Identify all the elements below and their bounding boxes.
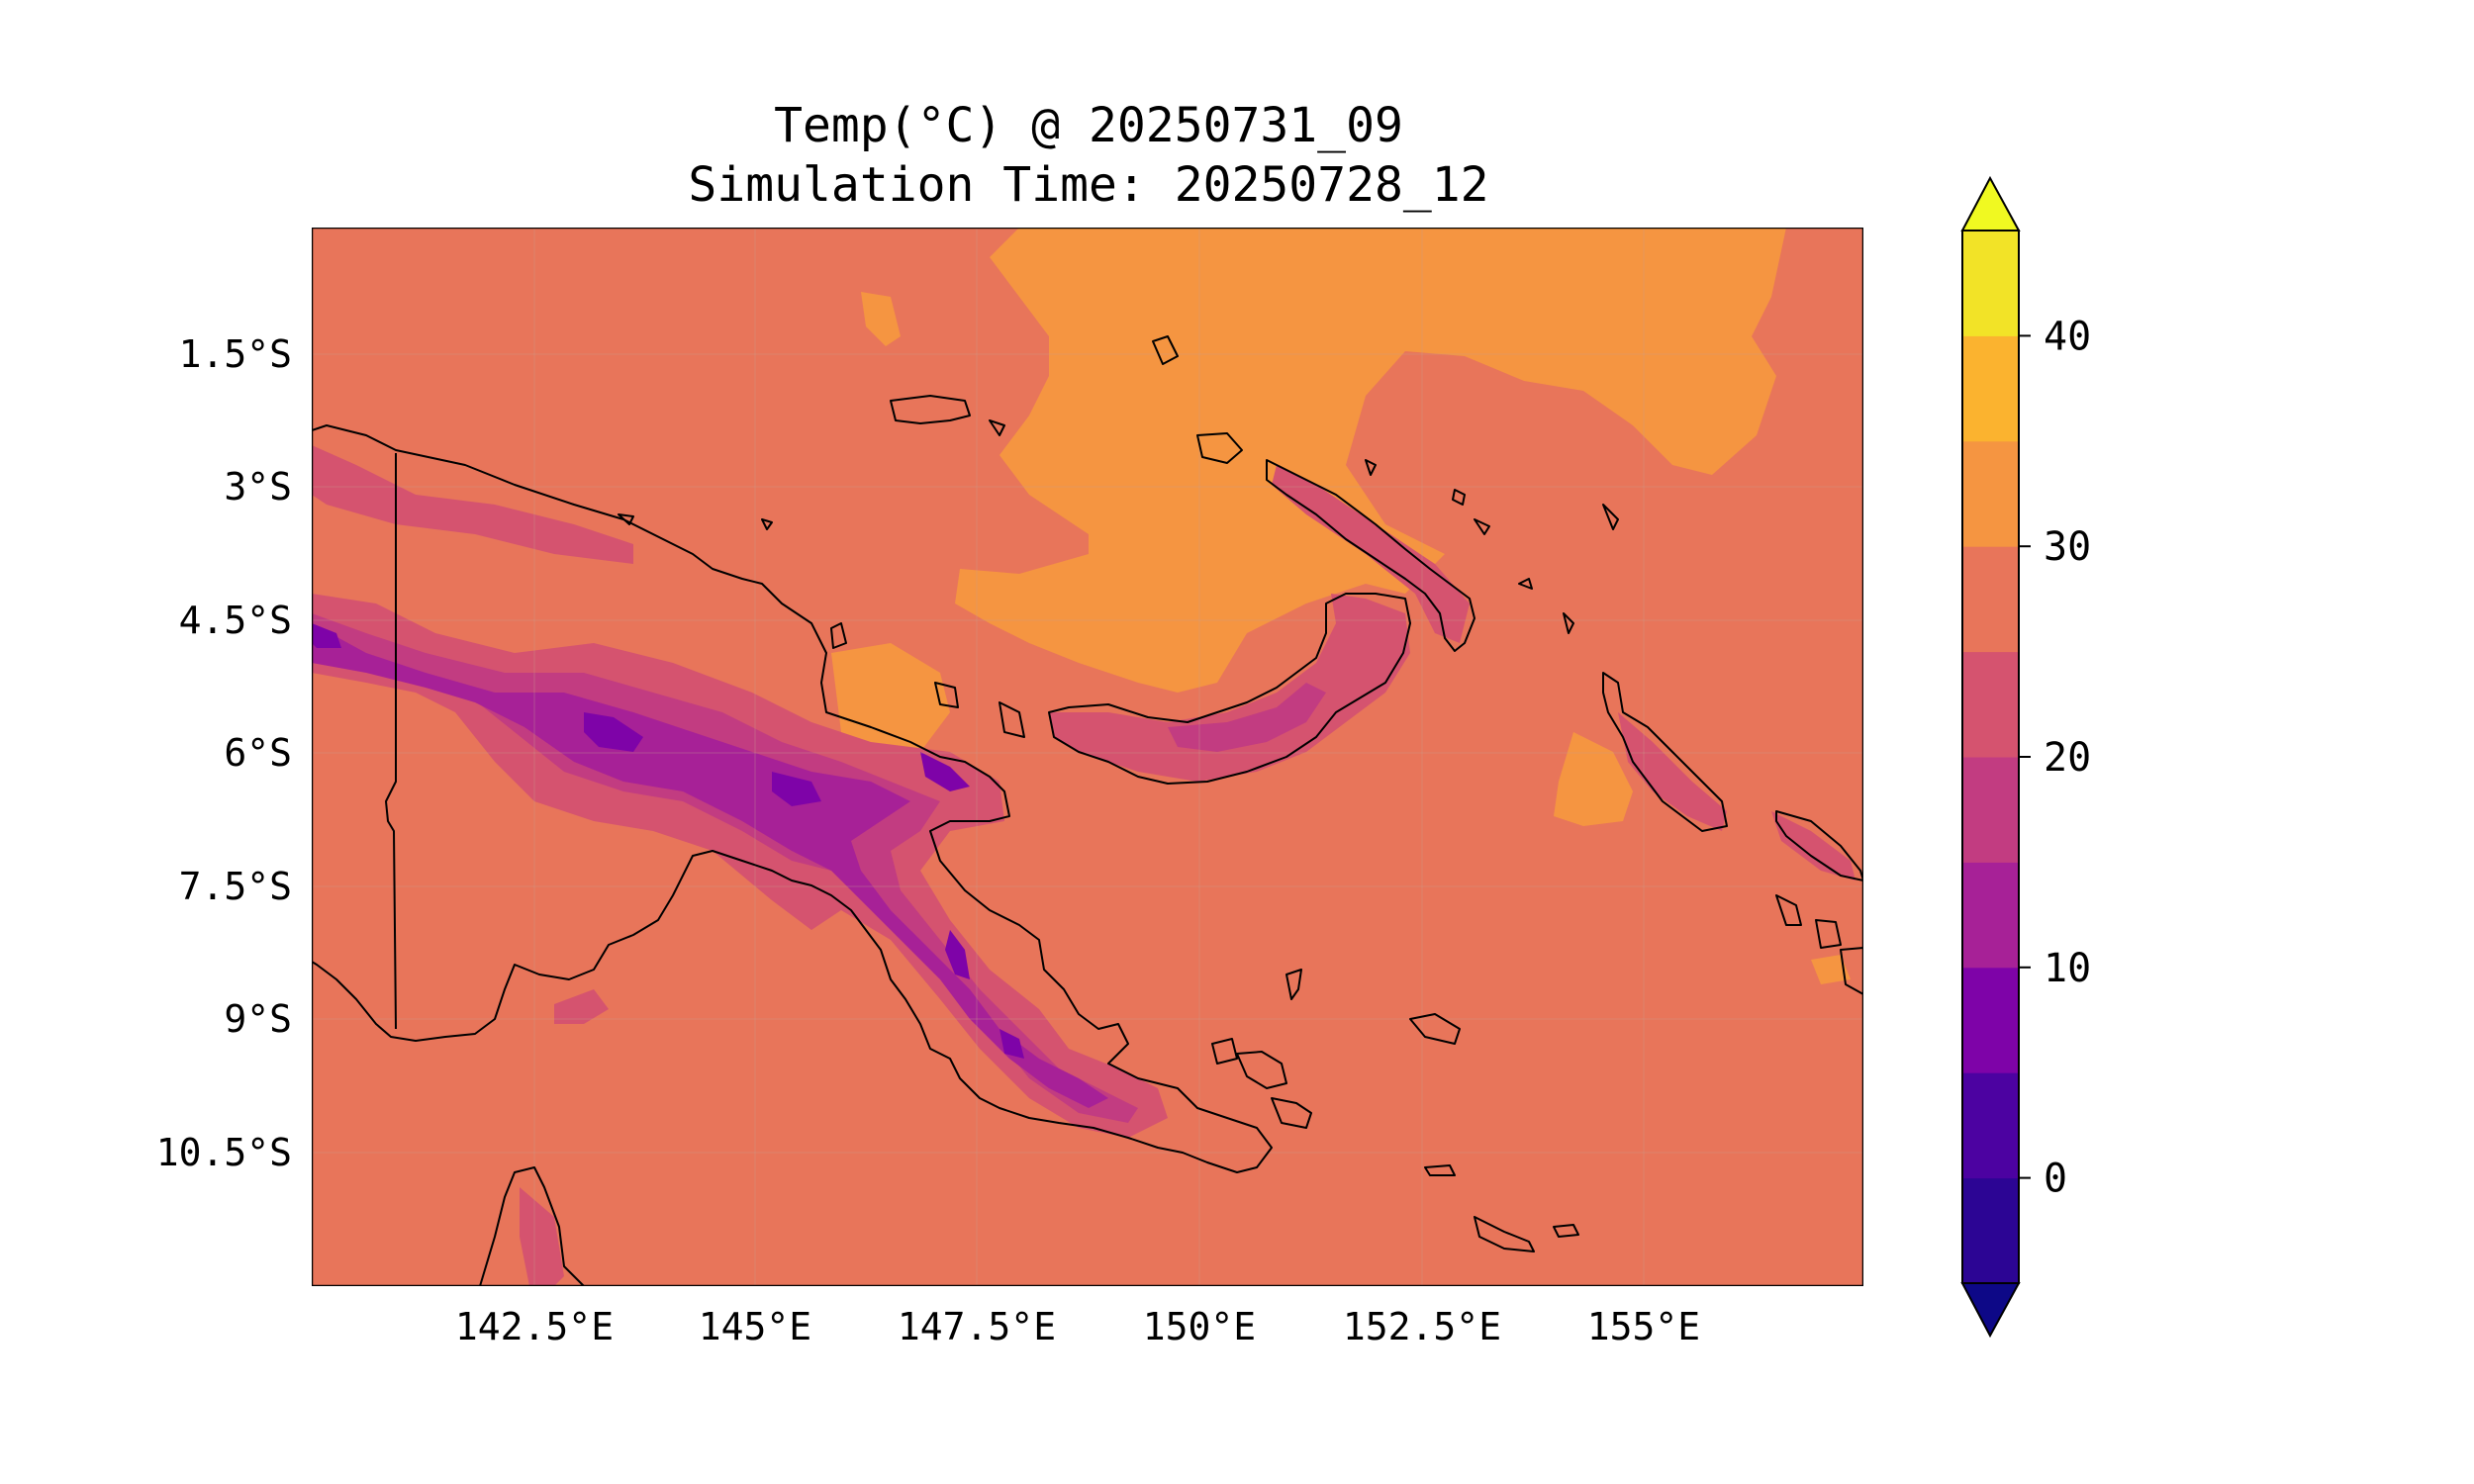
colorbar-level	[1962, 231, 2019, 336]
new-guinea-coastline	[312, 424, 1273, 1173]
highland-core-5-10-f	[999, 1029, 1024, 1059]
y-tick-label: 4.5°S	[179, 599, 292, 642]
y-tick-label: 3°S	[224, 465, 292, 509]
border-line	[385, 453, 397, 1030]
title-line-2: Simulation Time: 20250728_12	[688, 157, 1488, 213]
colorbar-tick-label: 10	[2044, 946, 2091, 991]
highland-core-5-10-a	[312, 623, 341, 648]
warm-region-small-1	[831, 643, 950, 762]
highland-core-5-10-b	[584, 712, 643, 752]
new-britain-band	[1049, 594, 1410, 782]
map-panel	[312, 228, 1863, 1286]
warm-region-north	[955, 228, 1786, 693]
warm-region-small-4	[861, 292, 901, 346]
colorbar: 0 10 20 30 40	[1960, 175, 2091, 1339]
x-tick-label: 142.5°E	[455, 1305, 614, 1348]
colorbar-tick-label: 40	[2044, 314, 2091, 359]
manus-coastline	[890, 395, 971, 424]
cape-york-coastline	[479, 1166, 585, 1286]
solomon-band	[1771, 811, 1856, 881]
highland-core-5-10-e	[945, 930, 970, 979]
colorbar-under-triangle	[1960, 1282, 2021, 1339]
colorbar-level	[1962, 757, 2019, 863]
colorbar-level	[1962, 440, 2019, 547]
new-britain-band-15-20	[1168, 683, 1326, 752]
new-ireland-band	[1272, 465, 1470, 643]
y-tick-label: 1.5°S	[179, 332, 292, 376]
colorbar-level	[1962, 1072, 2019, 1179]
highland-band-10-15	[312, 623, 1108, 1108]
colorbar-level	[1962, 335, 2019, 442]
colorbar-tick-label: 0	[2044, 1157, 2067, 1202]
colorbar-level	[1962, 967, 2019, 1073]
bougainville-band	[1618, 712, 1727, 831]
x-tick-label: 147.5°E	[898, 1305, 1056, 1348]
colorbar-level	[1962, 1177, 2019, 1284]
new-ireland-coastline	[1266, 459, 1475, 652]
louisiade-coastline	[1424, 1164, 1579, 1252]
colorbar-level	[1962, 862, 2019, 969]
title-line-1: Temp(°C) @ 20250731_09	[774, 98, 1403, 153]
x-tick-label: 145°E	[699, 1305, 811, 1348]
warm-region-small-3	[1811, 955, 1851, 984]
new-britain-coastline	[1048, 593, 1411, 785]
highland-core-5-10-d	[920, 752, 970, 791]
colorbar-tick-label: 20	[2044, 735, 2091, 781]
colorbar-levels	[1962, 231, 2019, 1284]
gridlines	[312, 228, 1863, 1286]
warm-region-small-2	[1554, 732, 1633, 826]
colorbar-ticks: 0 10 20 30 40	[2019, 314, 2091, 1202]
islands-north-east	[1152, 335, 1619, 634]
dentrecasteaux-coastline	[1211, 1038, 1312, 1129]
new-hanover-coastline	[1196, 432, 1243, 464]
southwest-band	[554, 989, 609, 1024]
x-axis-ticks: 142.5°E 145°E 147.5°E 150°E 152.5°E 155°…	[455, 1305, 1700, 1348]
bougainville-coastline	[1602, 672, 1728, 832]
south-peninsula-band	[520, 1187, 564, 1286]
coastlines	[312, 335, 1863, 1286]
colorbar-over-triangle	[1960, 175, 2021, 232]
y-tick-label: 10.5°S	[156, 1131, 292, 1174]
colorbar-level	[1962, 546, 2019, 653]
y-tick-label: 9°S	[224, 997, 292, 1041]
solomon-islands-small	[1775, 894, 1863, 995]
woodlark-coastline	[1409, 1013, 1461, 1045]
x-tick-label: 152.5°E	[1343, 1305, 1501, 1348]
solomon-coastline	[1775, 810, 1863, 881]
x-tick-label: 150°E	[1143, 1305, 1256, 1348]
trobriand-coastline	[1285, 969, 1302, 1000]
colorbar-level	[1962, 651, 2019, 758]
highland-core-5-10-c	[772, 772, 821, 806]
islands-small-north	[618, 419, 1025, 738]
colorbar-tick-label: 30	[2044, 524, 2091, 570]
x-tick-label: 155°E	[1587, 1305, 1700, 1348]
highland-band-north-ridge	[312, 445, 633, 564]
y-tick-label: 7.5°S	[179, 865, 292, 908]
y-tick-label: 6°S	[224, 731, 292, 775]
y-axis-ticks: 1.5°S 3°S 4.5°S 6°S 7.5°S 9°S 10.5°S	[156, 332, 292, 1174]
